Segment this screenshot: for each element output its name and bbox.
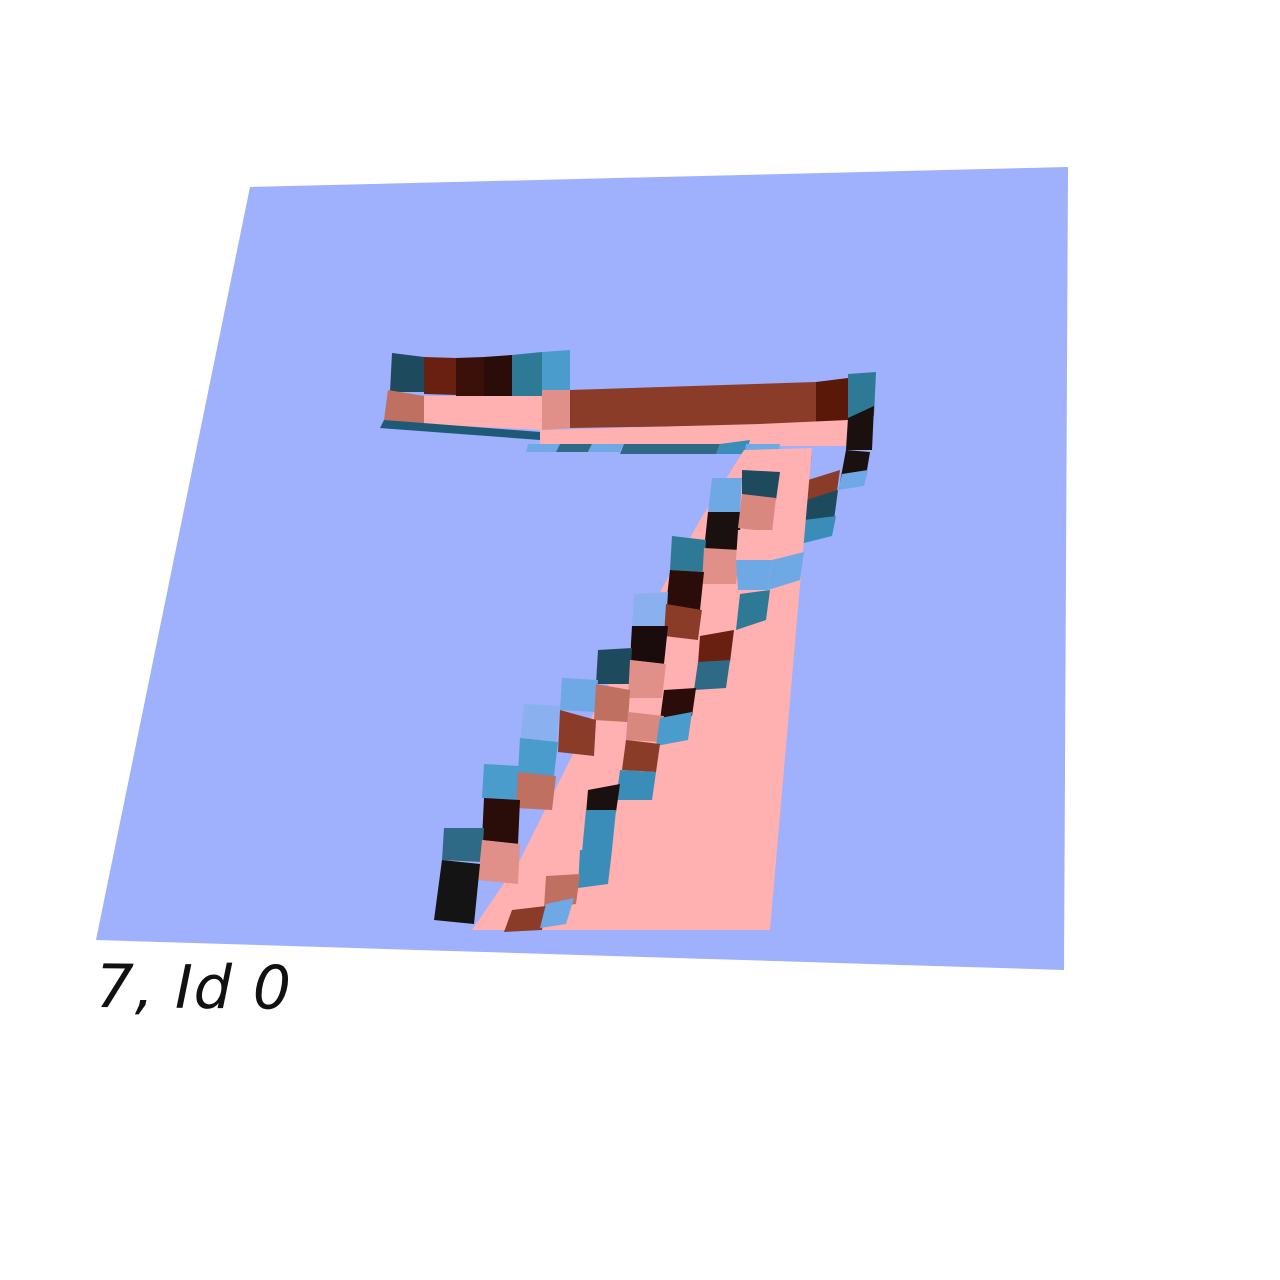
base-plane: [96, 167, 1068, 970]
digit-stem: [434, 444, 870, 932]
digit-caption: 7, Id 0: [95, 952, 293, 1024]
digit-top-bar: [380, 350, 876, 454]
